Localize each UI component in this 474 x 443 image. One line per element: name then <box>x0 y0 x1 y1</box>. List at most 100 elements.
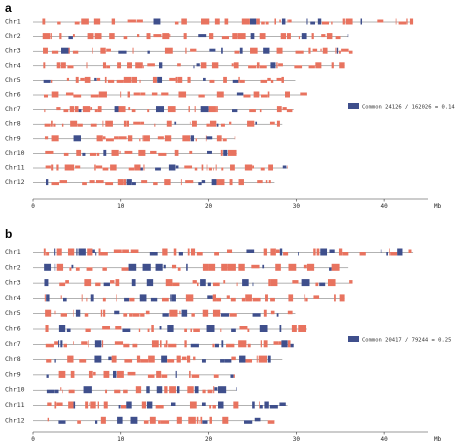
marker-block <box>70 370 75 378</box>
common-marker-block <box>211 179 217 186</box>
marker-block <box>209 33 214 40</box>
marker-block <box>320 48 322 52</box>
marker-block <box>234 136 236 140</box>
marker-block <box>89 180 95 184</box>
marker-block <box>123 343 130 348</box>
marker-block <box>63 152 69 156</box>
marker-block <box>151 325 154 332</box>
common-marker-block <box>78 109 82 113</box>
marker-block <box>191 374 200 378</box>
marker-blocks <box>45 164 288 171</box>
marker-block <box>104 76 107 83</box>
marker-block <box>92 47 93 54</box>
marker-block <box>270 79 274 83</box>
legend-swatch-common <box>348 336 359 342</box>
marker-block <box>165 279 173 287</box>
marker-block <box>51 79 53 83</box>
common-marker-block <box>203 77 206 81</box>
marker-block <box>223 280 226 284</box>
marker-block <box>127 62 132 69</box>
common-marker-block <box>386 252 388 256</box>
marker-block <box>68 47 70 54</box>
marker-block <box>59 282 66 287</box>
chromosome-track: Chr9 <box>5 370 235 378</box>
marker-block <box>136 355 141 363</box>
common-marker-block <box>246 249 255 253</box>
marker-block <box>143 135 150 142</box>
marker-block <box>177 267 181 271</box>
common-marker-block <box>71 264 74 269</box>
common-marker-block <box>218 386 227 394</box>
marker-block <box>155 405 164 409</box>
marker-block <box>303 264 307 269</box>
marker-block <box>102 136 106 140</box>
marker-block <box>276 106 282 113</box>
marker-block <box>261 21 265 25</box>
marker-block <box>202 389 206 394</box>
common-marker-block <box>159 62 163 69</box>
common-marker-block <box>58 340 60 348</box>
x-tick-label: 30 <box>293 203 301 210</box>
marker-block <box>190 248 196 256</box>
marker-block <box>398 21 407 25</box>
marker-block <box>321 21 330 25</box>
marker-block <box>128 167 135 171</box>
marker-block <box>126 120 129 127</box>
common-marker-block <box>95 252 97 256</box>
marker-block <box>276 47 283 54</box>
marker-block <box>294 65 303 69</box>
marker-blocks <box>45 149 237 156</box>
marker-block <box>44 109 46 113</box>
marker-block <box>207 389 210 394</box>
marker-block <box>268 164 274 171</box>
marker-block <box>123 120 127 127</box>
marker-block <box>216 106 218 113</box>
marker-block <box>129 313 133 317</box>
x-tick-label: 40 <box>380 436 388 443</box>
marker-block <box>287 19 288 23</box>
marker-block <box>137 34 140 38</box>
chromosome-label: Chr6 <box>5 91 21 99</box>
marker-block <box>395 18 397 25</box>
common-marker-block <box>95 420 98 424</box>
marker-block <box>115 279 120 287</box>
common-marker-block <box>146 386 150 394</box>
marker-block <box>84 313 89 317</box>
marker-block <box>275 263 281 271</box>
chromosome-track: Chr4 <box>5 294 345 302</box>
marker-block <box>291 325 297 332</box>
marker-block <box>110 280 115 284</box>
marker-block <box>131 109 136 113</box>
marker-block <box>82 106 91 113</box>
marker-block <box>110 164 117 171</box>
marker-block <box>63 343 67 348</box>
marker-block <box>257 180 263 184</box>
marker-block <box>77 420 81 424</box>
marker-block <box>90 107 93 111</box>
marker-block <box>305 297 308 302</box>
common-marker-block <box>276 313 279 317</box>
common-marker-block <box>279 325 282 332</box>
marker-block <box>256 62 260 69</box>
marker-block <box>174 21 179 25</box>
marker-block <box>287 340 291 348</box>
chromosome-label: Chr7 <box>5 105 21 113</box>
marker-block <box>270 279 278 287</box>
marker-block <box>139 313 141 317</box>
marker-block <box>124 150 133 154</box>
chromosome-track: Chr5 <box>5 309 296 317</box>
common-marker-block <box>397 248 403 256</box>
marker-block <box>212 309 221 317</box>
marker-block <box>181 356 187 361</box>
common-marker-block <box>114 106 119 113</box>
marker-block <box>308 47 311 54</box>
marker-block <box>276 120 280 127</box>
common-marker-block <box>175 370 177 378</box>
marker-block <box>206 123 210 127</box>
marker-block <box>197 282 199 287</box>
legend: Common 20417 / 79244 = 0.25 <box>348 336 451 344</box>
marker-block <box>75 165 81 169</box>
common-marker-block <box>82 152 86 156</box>
marker-block <box>114 136 119 140</box>
marker-block <box>86 267 93 271</box>
